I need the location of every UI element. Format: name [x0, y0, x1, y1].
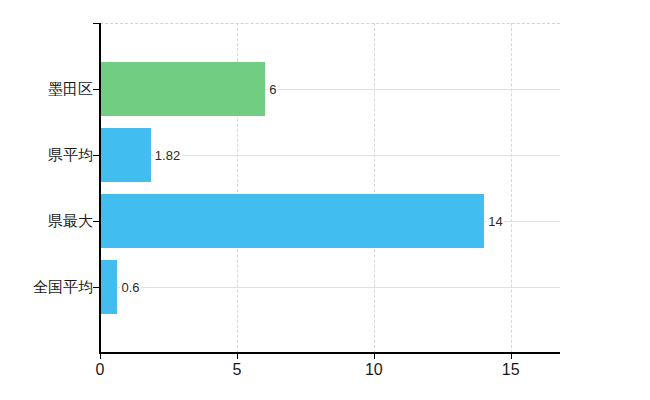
- category-label-pref-max: 県最大: [0, 212, 93, 231]
- bar-sumida[interactable]: [101, 62, 265, 116]
- value-label-sumida: 6: [268, 82, 277, 97]
- x-tick-label: 0: [96, 361, 105, 379]
- horizontal-bar-chart: 6 1.82 14 0.6 墨田区 県平均 県最大 全国平均 0 5 10 15: [0, 0, 650, 400]
- bar-national-avg[interactable]: [101, 260, 117, 314]
- gridline-horizontal: [100, 287, 560, 288]
- category-label-pref-avg: 県平均: [0, 146, 93, 165]
- plot-top-border: [100, 23, 560, 24]
- x-axis-tick: [374, 354, 375, 359]
- y-axis-tick: [93, 221, 99, 222]
- y-axis-tick: [93, 155, 99, 156]
- x-axis-line: [99, 352, 560, 354]
- x-axis-tick: [100, 354, 101, 359]
- x-tick-label: 5: [232, 361, 241, 379]
- value-label-pref-avg: 1.82: [154, 148, 181, 163]
- value-label-national-avg: 0.6: [120, 280, 140, 295]
- bar-pref-max[interactable]: [101, 194, 484, 248]
- y-axis-tick: [93, 287, 99, 288]
- gridline-vertical: [374, 23, 375, 353]
- x-tick-label: 10: [365, 361, 383, 379]
- value-label-pref-max: 14: [487, 214, 503, 229]
- category-label-national-avg: 全国平均: [0, 278, 93, 297]
- y-axis-tick: [93, 23, 99, 24]
- x-axis-tick: [511, 354, 512, 359]
- category-label-sumida: 墨田区: [0, 80, 93, 99]
- gridline-vertical: [511, 23, 512, 353]
- x-axis-tick: [237, 354, 238, 359]
- y-axis-line: [99, 23, 101, 353]
- x-tick-label: 15: [502, 361, 520, 379]
- y-axis-tick: [93, 89, 99, 90]
- bar-pref-avg[interactable]: [101, 128, 151, 182]
